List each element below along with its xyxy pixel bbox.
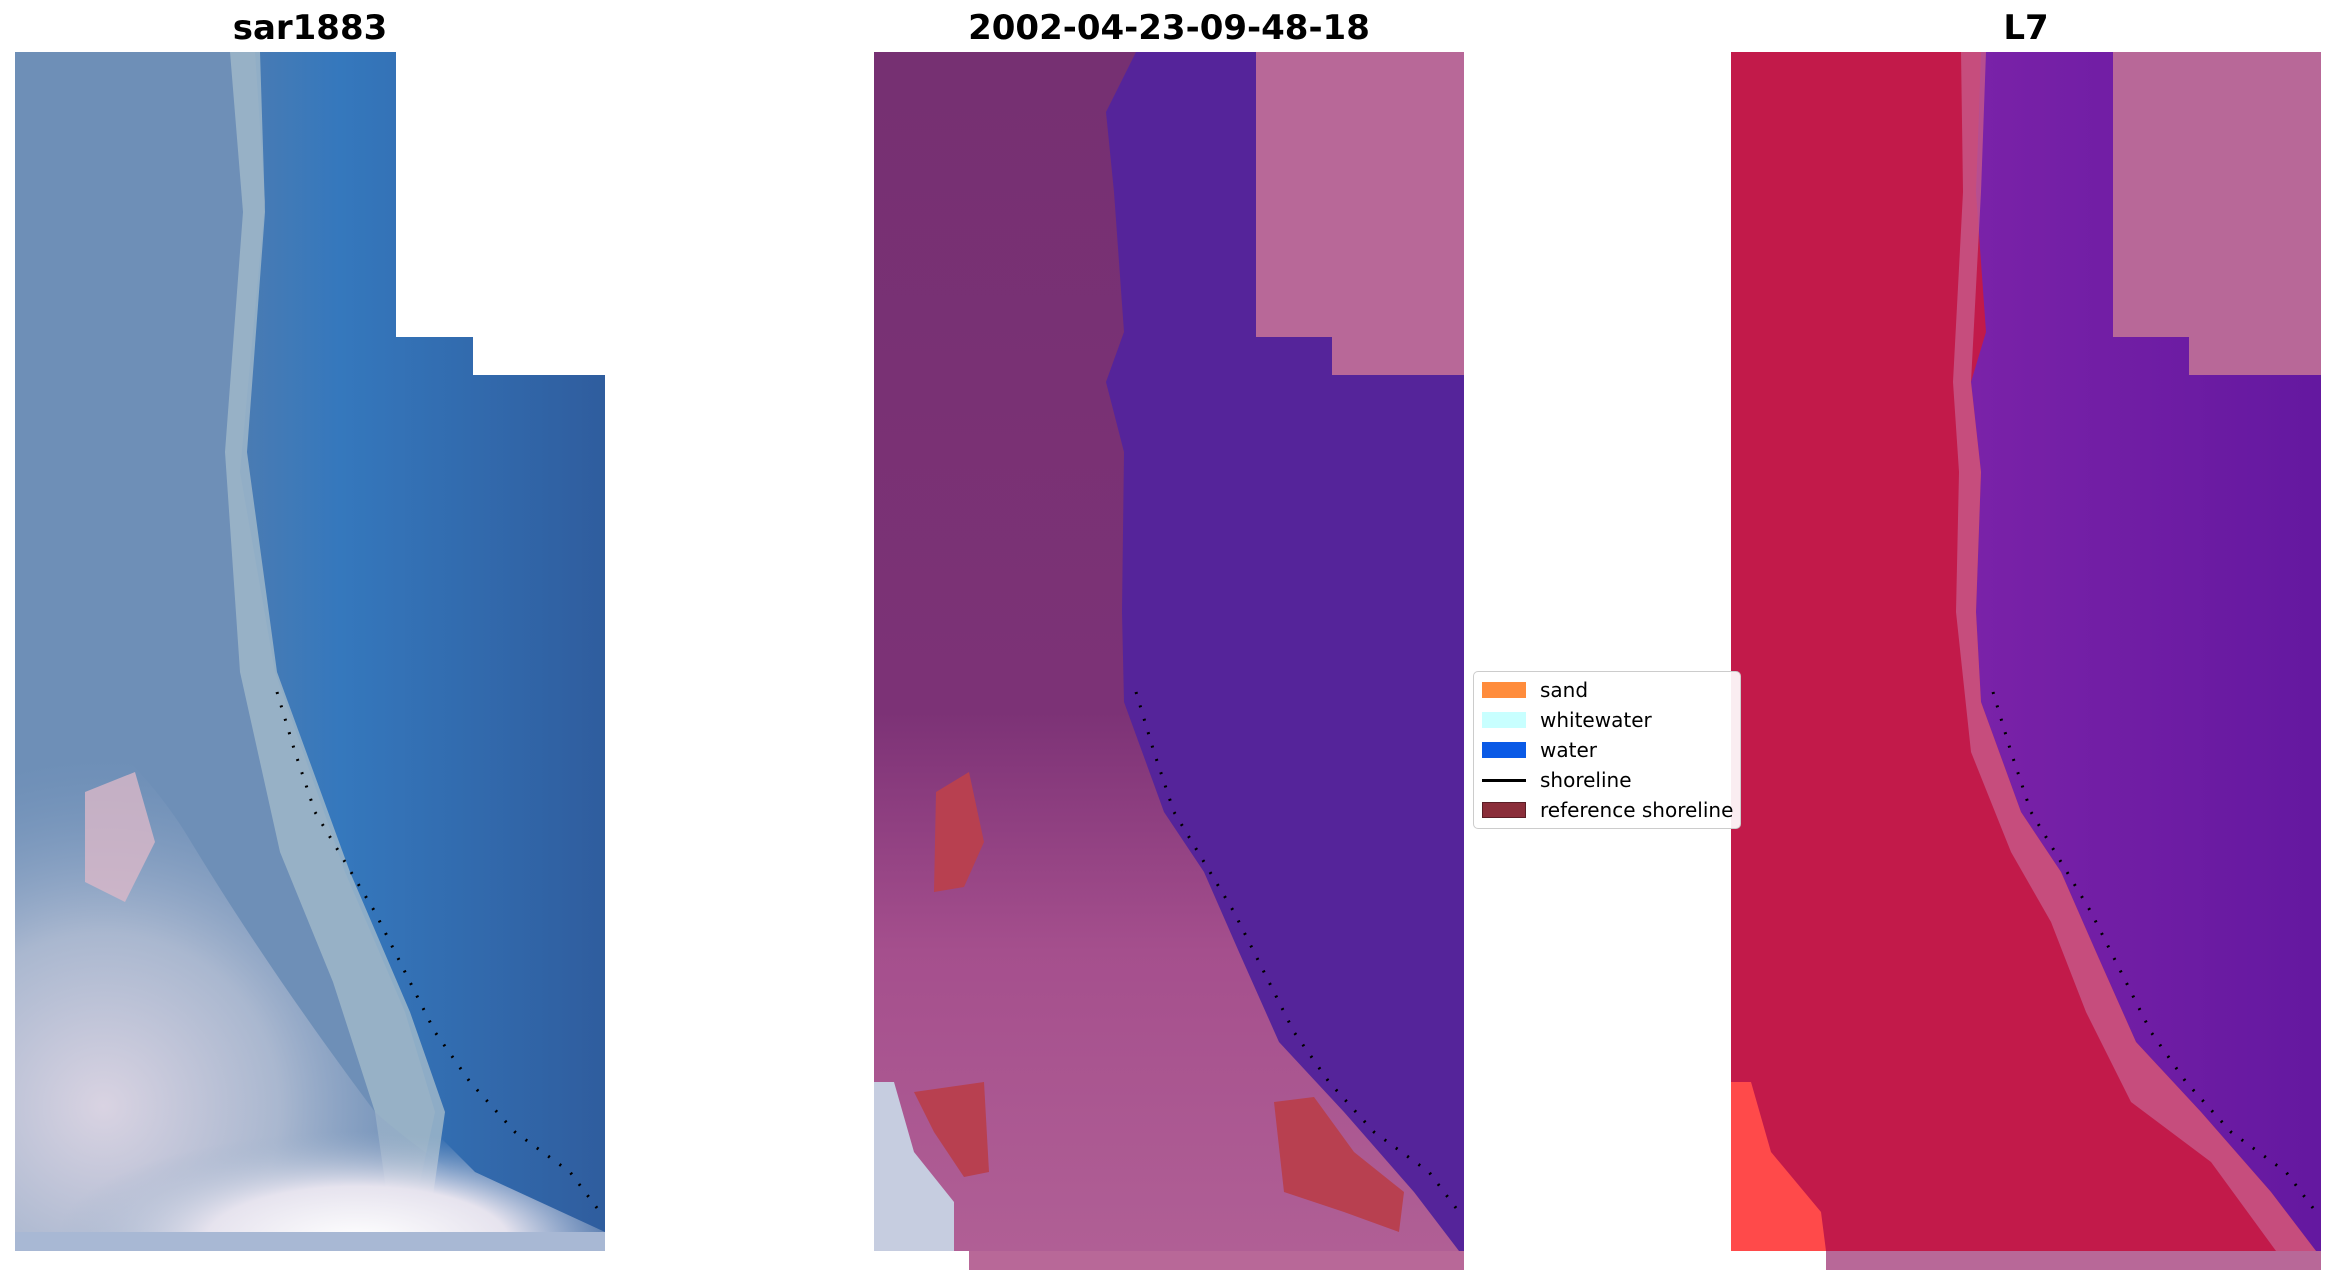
legend-label-sand: sand bbox=[1540, 678, 1589, 702]
legend-item-shoreline: shoreline bbox=[1482, 768, 1632, 792]
rgb-image-panel bbox=[15, 52, 605, 1251]
panel-title-classification: 2002-04-23-09-48-18 bbox=[968, 8, 1370, 48]
legend-label-reference-shoreline: reference shoreline bbox=[1540, 798, 1734, 822]
panel-title-index: L7 bbox=[2003, 8, 2049, 48]
index-image bbox=[1731, 52, 2321, 1270]
classification-panel bbox=[874, 52, 1464, 1270]
legend-label-whitewater: whitewater bbox=[1540, 708, 1652, 732]
rgb-image bbox=[15, 52, 605, 1251]
legend-item-reference-shoreline: reference shoreline bbox=[1482, 798, 1733, 822]
legend-swatch-sand bbox=[1482, 682, 1526, 698]
classified-image bbox=[874, 52, 1464, 1270]
legend-item-whitewater: whitewater bbox=[1482, 708, 1652, 732]
legend-item-sand: sand bbox=[1482, 678, 1588, 702]
legend: sand whitewater water shoreline referenc… bbox=[1473, 671, 1741, 829]
legend-label-water: water bbox=[1540, 738, 1597, 762]
legend-swatch-whitewater bbox=[1482, 712, 1526, 728]
legend-line-shoreline bbox=[1482, 778, 1526, 782]
legend-swatch-water bbox=[1482, 742, 1526, 758]
legend-item-water: water bbox=[1482, 738, 1597, 762]
legend-label-shoreline: shoreline bbox=[1540, 768, 1632, 792]
legend-swatch-reference-shoreline bbox=[1482, 802, 1526, 818]
index-panel bbox=[1731, 52, 2321, 1270]
panel-title-rgb: sar1883 bbox=[232, 8, 388, 48]
